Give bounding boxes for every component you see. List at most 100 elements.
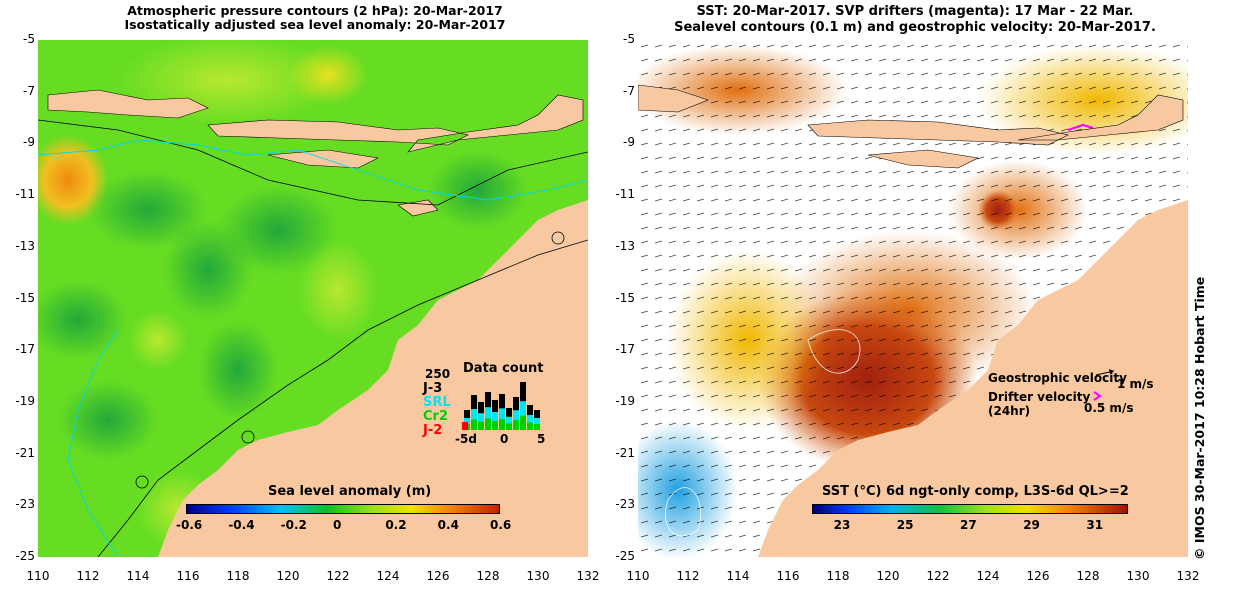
left-map-title: Atmospheric pressure contours (2 hPa): 2… (40, 4, 590, 32)
data-count-x-tick: -5d (455, 432, 477, 446)
geostrophic-velocity-label: Geostrophic velocity (988, 371, 1127, 385)
data-count-legend-item: Cr2 (423, 409, 448, 424)
data-count-bar (520, 415, 526, 430)
lat-tick-label: -13 (15, 238, 35, 253)
data-count-legend-item: J-2 (423, 423, 443, 438)
lat-tick-label: -7 (23, 83, 35, 98)
sst-colorbar-label: SST (°C) 6d ngt-only comp, L3S-6d QL>=2 (822, 484, 1129, 499)
drifter-velocity-label: Drifter velocity (988, 390, 1091, 404)
lat-tick-label: -17 (615, 342, 635, 357)
lon-tick-label: 122 (326, 569, 350, 583)
data-count-bar (527, 422, 533, 430)
lat-tick-label: -9 (23, 135, 35, 150)
lon-tick-label: 130 (526, 569, 550, 583)
lon-tick-label: 110 (26, 569, 50, 583)
lon-tick-label: 112 (76, 569, 100, 583)
copyright-timestamp: © IMOS 30-Mar-2017 10:28 Hobart Time (1192, 276, 1207, 560)
lon-tick-label: 126 (426, 569, 450, 583)
data-count-bar (534, 424, 540, 430)
lon-tick-label: 122 (926, 569, 950, 583)
right-map-title: SST: 20-Mar-2017. SVP drifters (magenta)… (640, 4, 1190, 36)
lon-tick-label: 130 (1126, 569, 1150, 583)
colorbar-tick-label: -0.2 (280, 518, 307, 532)
lat-tick-label: -5 (623, 32, 635, 46)
lat-tick-label: -9 (623, 135, 635, 150)
lon-tick-label: 110 (626, 569, 650, 583)
geostrophic-velocity-scale: 1 m/s (1117, 377, 1154, 391)
data-count-bar (513, 420, 519, 430)
colorbar-tick-label: 0.2 (385, 518, 407, 532)
sst-colorbar (812, 504, 1128, 514)
lon-tick-label: 114 (726, 569, 750, 583)
colorbar-tick-label: 0.4 (437, 518, 459, 532)
lon-tick-label: 116 (176, 569, 200, 583)
data-count-bar (506, 423, 512, 430)
lon-tick-label: 118 (226, 569, 250, 583)
lon-tick-label: 114 (126, 569, 150, 583)
lon-tick-label: 116 (776, 569, 800, 583)
indonesia-islands (47, 89, 584, 217)
data-count-bar (492, 421, 498, 430)
sla-colorbar-label: Sea level anomaly (m) (268, 484, 432, 499)
lat-tick-label: -11 (615, 187, 635, 202)
drifter-velocity-sub: (24hr) (988, 404, 1031, 418)
data-count-scale: 250 (425, 367, 451, 381)
lat-tick-label: -19 (615, 393, 635, 408)
colorbar-tick-label: 23 (833, 518, 851, 532)
lat-tick-label: -13 (615, 238, 635, 253)
lat-tick-label: -17 (15, 342, 35, 357)
colorbar-tick-label: 29 (1023, 518, 1040, 532)
data-count-x-tick: 0 (500, 432, 509, 446)
lon-tick-label: 132 (1176, 569, 1200, 583)
data-count-title: Data count (463, 361, 544, 376)
data-count-bar (485, 418, 491, 430)
lat-tick-label: -21 (615, 445, 635, 460)
left-title-line1: Atmospheric pressure contours (2 hPa): 2… (127, 3, 503, 18)
colorbar-tick-label: 25 (896, 518, 914, 532)
data-count-bar (499, 408, 505, 430)
lat-tick-label: -15 (615, 290, 635, 305)
colorbar-tick-label: 31 (1086, 518, 1104, 532)
data-count-bars (462, 382, 540, 430)
left-title-line2: Isostatically adjusted sea level anomaly… (124, 17, 506, 32)
colorbar-tick-label: 0.6 (490, 518, 512, 532)
australia-land-right (758, 200, 1188, 557)
bathymetry-contour (38, 119, 588, 206)
data-count-legend-item: SRL (423, 395, 451, 410)
lat-tick-label: -23 (615, 497, 635, 512)
lat-tick-label: -15 (15, 290, 35, 305)
data-count-bar (462, 422, 468, 430)
drifter-velocity-scale: 0.5 m/s (1084, 401, 1134, 415)
lat-tick-label: -11 (15, 187, 35, 202)
sea-level-anomaly-map (38, 40, 588, 557)
lon-tick-label: 132 (576, 569, 600, 583)
colorbar-tick-label: 27 (960, 518, 977, 532)
lon-tick-label: 120 (876, 569, 900, 583)
lon-tick-label: 112 (676, 569, 700, 583)
lat-tick-label: -25 (15, 549, 35, 563)
lon-tick-label: 128 (1076, 569, 1100, 583)
sst-map (638, 40, 1188, 557)
data-count-x-tick: 5 (537, 432, 546, 446)
lon-tick-label: 126 (1026, 569, 1050, 583)
data-count-bar (506, 416, 512, 430)
colorbar-tick-label: 0 (333, 518, 342, 532)
lon-tick-label: 120 (276, 569, 300, 583)
right-title-line2: Sealevel contours (0.1 m) and geostrophi… (674, 20, 1156, 35)
lon-tick-label: 124 (976, 569, 1000, 583)
data-count-bar (499, 419, 505, 430)
lon-tick-label: 128 (476, 569, 500, 583)
colorbar-tick-label: -0.4 (228, 518, 255, 532)
data-count-legend-item: J-3 (423, 381, 443, 396)
data-count-bar (471, 419, 477, 430)
lon-tick-label: 118 (826, 569, 850, 583)
colorbar-tick-label: -0.6 (176, 518, 203, 532)
lat-tick-label: -7 (623, 83, 635, 98)
lat-tick-label: -25 (615, 549, 635, 563)
lat-tick-label: -23 (15, 497, 35, 512)
lat-tick-label: -19 (15, 393, 35, 408)
satellite-track (38, 139, 588, 557)
australia-land (158, 200, 588, 557)
data-count-bar (478, 421, 484, 430)
lon-tick-label: 124 (376, 569, 400, 583)
